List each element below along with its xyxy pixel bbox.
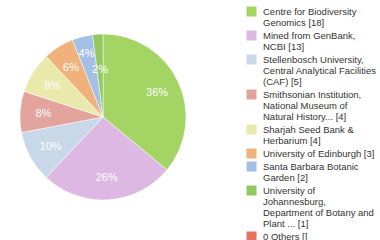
legend-swatch: [246, 30, 257, 41]
pie-slice: [72, 35, 103, 117]
legend-label: Sharjah Seed Bank &Herbarium [4]: [263, 124, 355, 146]
data-label: 8%: [45, 79, 61, 91]
legend-label: Smithsonian Institution,National Museum …: [263, 89, 361, 122]
legend-swatch: [246, 161, 257, 172]
legend: Centre for BiodiversityGenomics [18]Mine…: [246, 6, 376, 240]
legend-label: 0 Others []: [263, 231, 307, 240]
legend-label: University of Edinburgh [3]: [263, 148, 374, 159]
data-label: 26%: [96, 171, 118, 183]
chart: 36%26%10%8%8%6%4%2%Centre for Biodiversi…: [0, 0, 380, 240]
data-label: 36%: [146, 86, 168, 98]
legend-swatch: [246, 89, 257, 100]
legend-label: University ofJohannesburg,Department of …: [263, 185, 374, 229]
legend-label: Centre for BiodiversityGenomics [18]: [263, 6, 357, 28]
legend-label: Santa Barbara BotanicGarden [2]: [263, 161, 359, 183]
legend-swatch: [246, 124, 257, 135]
data-labels: 36%26%10%8%8%6%4%2%: [35, 47, 168, 183]
pie: [20, 34, 186, 200]
legend-label: Mined from GenBank,NCBI [13]: [263, 30, 355, 52]
data-label: 8%: [35, 107, 51, 119]
data-label: 4%: [79, 47, 95, 59]
legend-swatch: [246, 185, 257, 196]
legend-swatch: [246, 54, 257, 65]
legend-swatch: [246, 6, 257, 17]
data-label: 2%: [92, 63, 108, 75]
data-label: 6%: [63, 61, 79, 73]
legend-swatch: [246, 148, 257, 159]
legend-label: Stellenbosch University,Central Analytic…: [263, 54, 376, 87]
data-label: 10%: [40, 140, 62, 152]
legend-swatch: [246, 231, 257, 240]
